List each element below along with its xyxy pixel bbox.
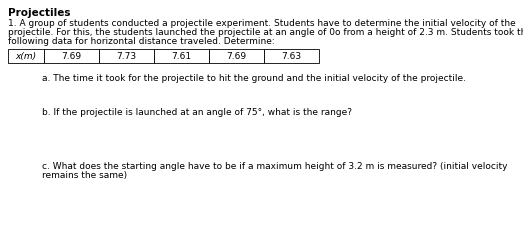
Text: 7.69: 7.69 — [226, 52, 246, 61]
Text: remains the same): remains the same) — [42, 171, 127, 180]
Text: a. The time it took for the projectile to hit the ground and the initial velocit: a. The time it took for the projectile t… — [42, 74, 466, 83]
Text: Projectiles: Projectiles — [8, 8, 71, 18]
Text: b. If the projectile is launched at an angle of 75°, what is the range?: b. If the projectile is launched at an a… — [42, 108, 352, 117]
Bar — [8, 49, 44, 63]
Bar — [154, 49, 209, 63]
Text: 7.63: 7.63 — [281, 52, 302, 61]
Text: 1. A group of students conducted a projectile experiment. Students have to deter: 1. A group of students conducted a proje… — [8, 19, 516, 28]
Text: projectile. For this, the students launched the projectile at an angle of 0o fro: projectile. For this, the students launc… — [8, 28, 523, 37]
Text: x(m): x(m) — [16, 52, 37, 61]
Bar — [209, 49, 264, 63]
Bar — [99, 49, 154, 63]
Text: following data for horizontal distance traveled. Determine:: following data for horizontal distance t… — [8, 37, 275, 46]
Text: 7.61: 7.61 — [172, 52, 191, 61]
Text: c. What does the starting angle have to be if a maximum height of 3.2 m is measu: c. What does the starting angle have to … — [42, 162, 507, 171]
Text: 7.73: 7.73 — [117, 52, 137, 61]
Bar — [264, 49, 319, 63]
Text: 7.69: 7.69 — [61, 52, 82, 61]
Bar — [44, 49, 99, 63]
